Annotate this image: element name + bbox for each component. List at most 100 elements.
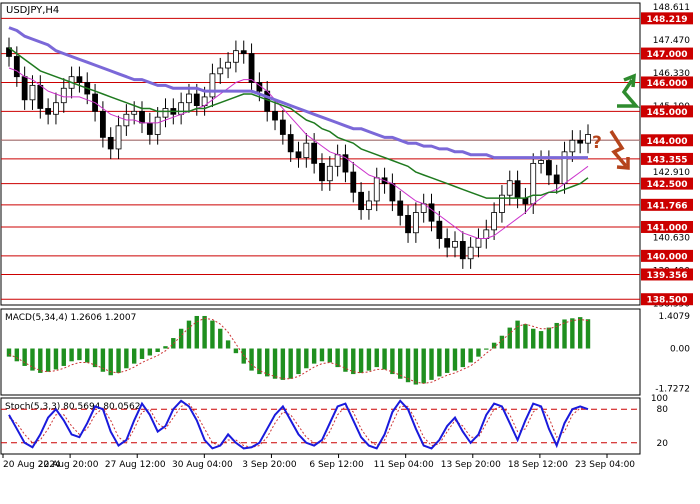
macd-bar [6, 348, 12, 357]
candle-body [303, 142, 310, 159]
x-tick-label: 22 Aug 20:00 [38, 460, 99, 470]
macd-bar [210, 320, 215, 349]
candle-body [553, 174, 560, 185]
macd-bar [343, 348, 348, 372]
macd-bar [131, 348, 137, 364]
macd-bar [186, 320, 192, 349]
macd-bar [116, 348, 121, 373]
candle-body [412, 212, 419, 234]
candle-body [209, 73, 216, 98]
candle-body [475, 238, 482, 248]
macd-bar [194, 315, 199, 349]
level-label: 145.000 [647, 108, 688, 118]
level-badge [641, 198, 693, 211]
macd-bar [444, 348, 450, 373]
level-badge [641, 268, 693, 281]
macd-bar [351, 348, 356, 375]
level-badge [641, 152, 693, 165]
macd-bar [30, 348, 35, 371]
candle-body [428, 203, 435, 222]
level-badge [641, 293, 693, 306]
macd-bar [570, 318, 575, 349]
candle-body [350, 171, 357, 193]
x-tick-label: 18 Sep 12:00 [508, 460, 568, 470]
macd-bar [304, 348, 309, 369]
candle-body [366, 200, 372, 211]
macd-tick-label: -1.7272 [655, 385, 690, 395]
candle-body [45, 108, 52, 115]
macd-bar [38, 348, 43, 373]
level-badge [641, 12, 693, 25]
macd-bar [468, 348, 473, 363]
level-label: 144.000 [647, 137, 688, 147]
macd-bar [538, 331, 544, 349]
panel-frame-3 [0, 397, 641, 455]
down-arrow-head [616, 157, 630, 170]
candle-body [506, 180, 513, 196]
macd-bar [45, 348, 51, 372]
candle-body [389, 183, 396, 202]
level-label: 143.355 [647, 155, 688, 165]
candle-body [452, 241, 458, 248]
candle-body [530, 162, 537, 205]
macd-bar [405, 348, 411, 383]
macd-bar [288, 348, 293, 379]
level-badge [641, 134, 693, 147]
candle-body [436, 220, 443, 239]
candle-body [279, 119, 286, 135]
macd-bar [319, 348, 325, 362]
question-mark-icon: ? [592, 133, 602, 153]
stoch-main-line [8, 399, 589, 450]
candle-body [115, 125, 122, 150]
level-label: 142.500 [647, 180, 688, 190]
candle-body [240, 50, 247, 54]
price-tick-label: 142.910 [653, 168, 690, 178]
x-tick-label: 3 Sep 20:00 [242, 460, 297, 470]
candle-body [60, 87, 67, 104]
candle-body [217, 67, 224, 75]
candle-body [397, 200, 404, 216]
macd-bar [366, 348, 372, 371]
stoch-signal-line [8, 403, 589, 448]
candle-body [178, 102, 185, 115]
macd-bar [265, 348, 270, 377]
macd-bar [531, 328, 536, 349]
candle-body [287, 134, 294, 153]
candle-body [13, 56, 20, 78]
stoch-tick-label: 20 [657, 439, 669, 449]
macd-bar [452, 348, 458, 371]
candle-body [99, 110, 106, 138]
macd-bar [272, 348, 278, 379]
candle-body [311, 142, 318, 164]
macd-bar [460, 348, 466, 368]
candle-body [483, 229, 490, 239]
candle-body [233, 50, 239, 63]
macd-bar [139, 348, 145, 359]
macd-bar [476, 348, 481, 357]
macd-panel: MACD(5,34,4) 1.2606 1.2007 1.4079 0.00 -1.7… [5, 312, 690, 395]
level-badge [641, 220, 693, 233]
candle-body [373, 177, 380, 202]
level-badge [641, 76, 693, 89]
macd-bar [382, 348, 387, 370]
macd-bar [178, 328, 184, 349]
candle-body [154, 116, 161, 135]
candle-body [76, 76, 83, 83]
level-label: 138.500 [647, 296, 688, 306]
price-tick-label: 146.330 [653, 69, 690, 79]
x-tick-label: 6 Sep 12:00 [309, 460, 364, 470]
candle-body [467, 246, 474, 260]
candle-body [29, 84, 36, 101]
price-tick-label: 147.470 [653, 36, 690, 46]
macd-bar [421, 348, 426, 384]
macd-bar [225, 340, 231, 349]
macd-bar [515, 320, 520, 349]
macd-bar [507, 327, 512, 349]
macd-tick-label: 0.00 [670, 345, 690, 355]
ma-mid-line [8, 47, 589, 199]
price-tick-label: 140.630 [653, 234, 690, 244]
candle-body [162, 108, 169, 118]
candle-body [131, 110, 138, 115]
macd-bar [374, 348, 379, 368]
candle-body [37, 84, 44, 109]
